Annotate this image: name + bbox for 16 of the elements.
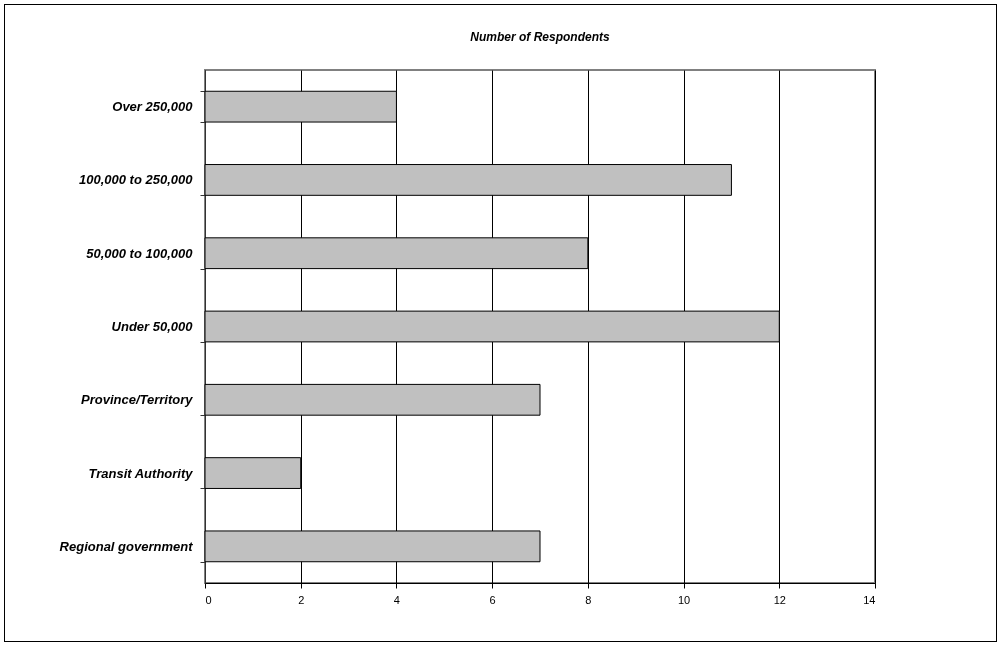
x-tick-label: 12 [773, 593, 786, 606]
y-tick-label: Regional government [59, 538, 194, 554]
x-tick-label: 8 [585, 593, 592, 606]
x-tick-label: 10 [677, 593, 691, 606]
y-tick-label: 50,000 to 100,000 [86, 245, 194, 261]
y-tick-label: 100,000 to 250,000 [79, 172, 194, 188]
chart-title: Number of Respondents [470, 30, 610, 44]
x-tick-label: 2 [298, 593, 305, 606]
y-tick-label: Under 50,000 [111, 319, 194, 334]
y-tick-label: Transit Authority [88, 465, 194, 481]
y-tick-label: Province/Territory [80, 392, 194, 408]
x-tick-label: 14 [863, 593, 876, 606]
x-tick-label: 6 [489, 593, 496, 606]
x-tick-label: 4 [393, 593, 400, 606]
y-tick-label: Over 250,000 [112, 99, 194, 115]
x-tick-label: 0 [205, 593, 212, 606]
